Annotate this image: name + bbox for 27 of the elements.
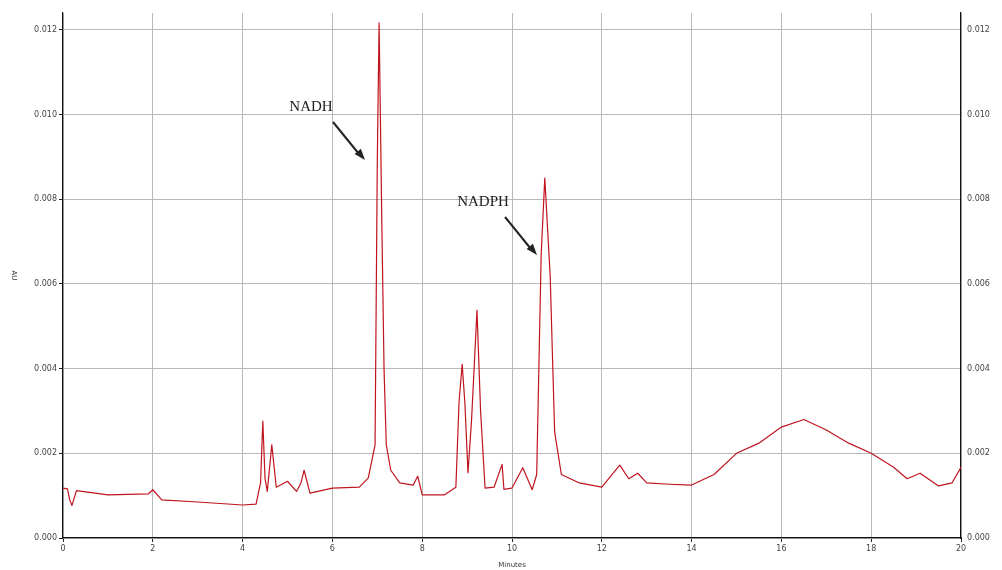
x-tick-label: 4 (240, 543, 246, 553)
annotation: NADH (288, 98, 334, 115)
x-tick-label: 0 (60, 543, 66, 553)
y-tick-label: 0.002 (34, 448, 57, 458)
y2-tick-label: 0.004 (967, 363, 990, 373)
y2-tick-label: 0.000 (967, 533, 990, 543)
annotation: NADPH (456, 193, 510, 210)
x-tick-label: 6 (329, 543, 335, 553)
y2-tick-label: 0.010 (967, 109, 990, 119)
y2-tick-label: 0.012 (967, 25, 990, 35)
x-tick-label: 20 (955, 543, 967, 553)
x-tick-label: 12 (596, 543, 607, 553)
y2-tick-label: 0.008 (967, 194, 990, 204)
y-tick-label: 0.008 (34, 194, 57, 204)
y-tick-label: 0.010 (34, 109, 57, 119)
x-tick-label: 18 (866, 543, 877, 553)
y-tick-label: 0.004 (34, 363, 57, 373)
x-tick-label: 2 (150, 543, 156, 553)
y2-tick-label: 0.002 (967, 448, 990, 458)
y-tick-label: 0.012 (34, 25, 57, 35)
x-tick-label: 10 (506, 543, 518, 553)
x-tick-label: 16 (776, 543, 787, 553)
y-tick-label: 0.006 (34, 279, 57, 289)
x-tick-label: 8 (419, 543, 425, 553)
y-tick-label: 0.000 (34, 533, 57, 543)
x-tick-label: 14 (686, 543, 697, 553)
y2-tick-label: 0.006 (967, 279, 990, 289)
